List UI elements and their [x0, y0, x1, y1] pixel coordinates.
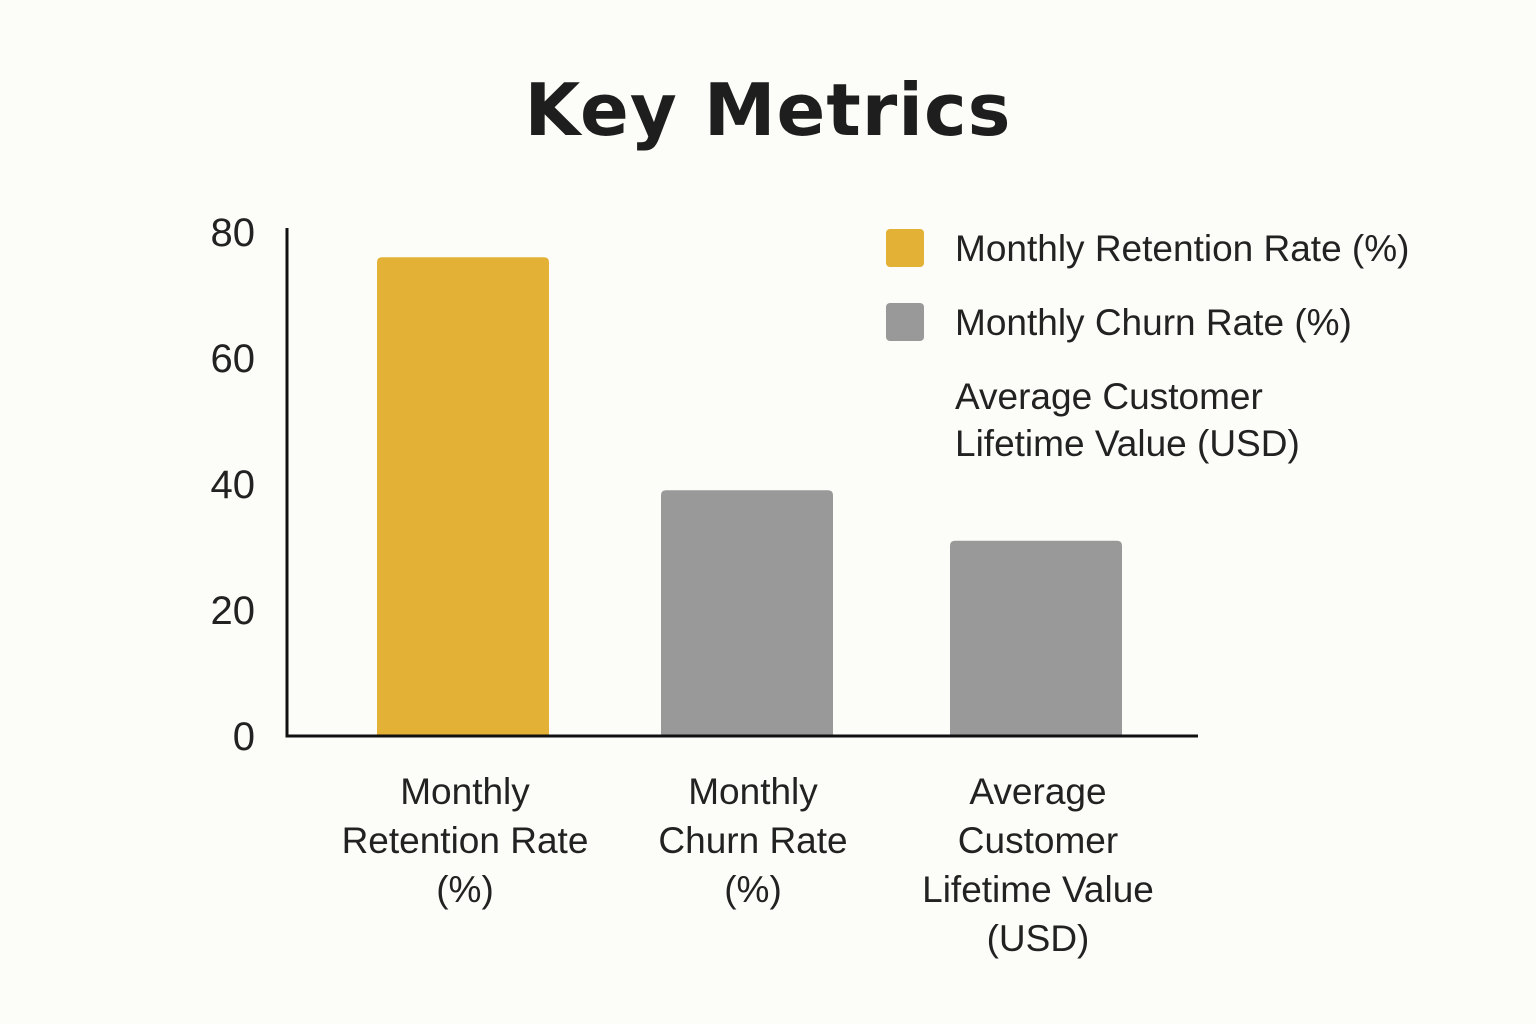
- bars: [377, 257, 1122, 736]
- y-tick-label: 60: [211, 337, 256, 381]
- legend-swatch: [886, 303, 924, 341]
- bar: [661, 490, 833, 736]
- x-category-label: Monthly Retention Rate (%): [342, 771, 589, 910]
- y-tick-label: 0: [233, 715, 255, 759]
- x-category-label: Monthly Churn Rate (%): [658, 771, 847, 910]
- axes: [285, 228, 1198, 738]
- y-tick-label: 20: [211, 589, 256, 633]
- bar: [377, 257, 549, 736]
- x-category-label: Average Customer Lifetime Value (USD): [922, 771, 1154, 959]
- bar: [950, 540, 1122, 736]
- y-tick-label: 40: [211, 463, 256, 507]
- y-tick-label: 80: [211, 211, 256, 255]
- legend-label: Monthly Churn Rate (%): [955, 302, 1352, 343]
- chart-title: Key Metrics: [524, 68, 1012, 152]
- x-axis-category-labels: Monthly Retention Rate (%) Monthly Churn Rat…: [342, 771, 1154, 959]
- legend-swatch: [886, 229, 924, 267]
- y-axis-ticks: 0 20 40 60 80: [211, 211, 256, 759]
- legend-label: Average Customer Lifetime Value (USD): [955, 376, 1300, 464]
- legend: Monthly Retention Rate (%) Monthly Churn …: [886, 228, 1409, 464]
- legend-label: Monthly Retention Rate (%): [955, 228, 1409, 269]
